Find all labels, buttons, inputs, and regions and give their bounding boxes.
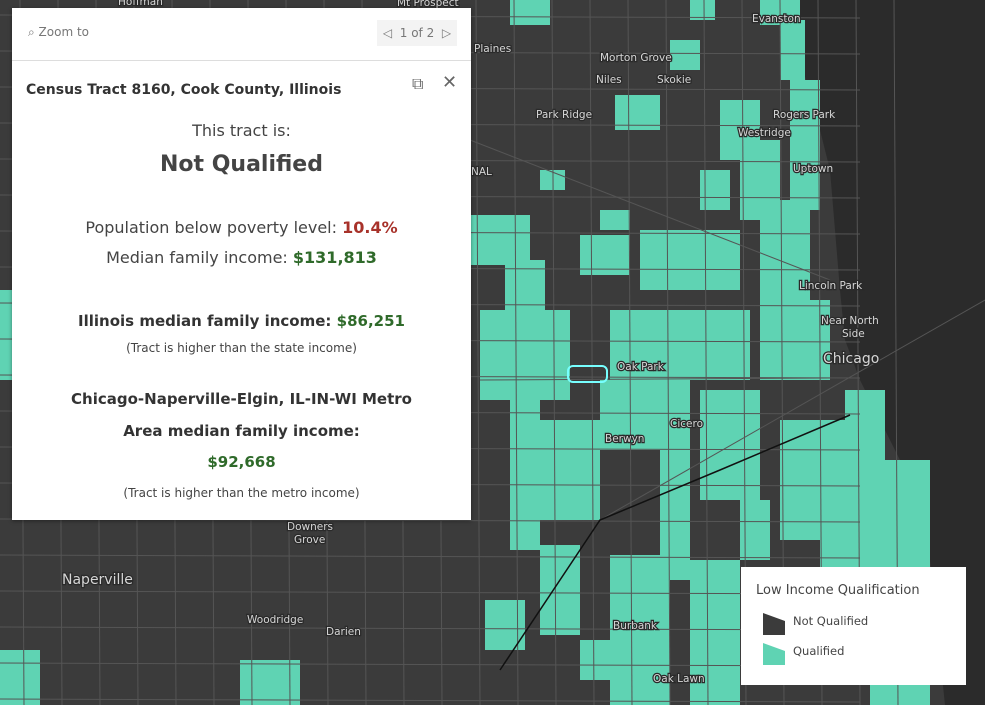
place-label: Side: [842, 328, 865, 340]
place-label: Oak Lawn: [653, 673, 705, 685]
place-label: Uptown: [793, 163, 833, 175]
income-line: Median family income: $131,813: [12, 248, 471, 267]
road: [0, 554, 861, 559]
road: [599, 299, 985, 521]
place-label: Rogers Park: [773, 109, 836, 121]
place-label: Cicero: [670, 418, 703, 430]
pager[interactable]: ◁ 1 of 2 ▷: [377, 20, 457, 46]
popup-title: Census Tract 8160, Cook County, Illinois: [26, 82, 342, 98]
legend-label: Qualified: [793, 644, 845, 658]
metro-value: $92,668: [207, 453, 276, 471]
poverty-value: 10.4%: [342, 218, 398, 237]
road: [0, 698, 861, 703]
road: [475, 0, 481, 705]
road: [513, 0, 519, 705]
place-label: Lincoln Park: [799, 280, 863, 292]
poverty-line: Population below poverty level: 10.4%: [12, 218, 471, 237]
road: [589, 0, 595, 705]
place-label: Grove: [294, 534, 325, 546]
place-label: Naperville: [62, 572, 133, 588]
state-label: Illinois median family income:: [78, 312, 332, 330]
place-label: Niles: [596, 74, 622, 86]
place-label: Westridge: [738, 127, 791, 139]
place-label: Skokie: [657, 74, 691, 86]
road: [0, 590, 861, 595]
road: [469, 139, 831, 281]
legend-swatch: [763, 643, 785, 665]
metro-line: Chicago-Naperville-Elgin, IL-IN-WI Metro: [71, 390, 412, 408]
poverty-label: Population below poverty level:: [85, 218, 338, 237]
place-label: Evanston: [752, 13, 801, 25]
legend-label: Not Qualified: [793, 614, 869, 628]
place-label: Burbank: [613, 620, 658, 632]
popup: ⌕ Zoom to ◁ 1 of 2 ▷ Census Tract 8160, …: [12, 8, 471, 520]
place-label: Oak Park: [617, 361, 665, 373]
status-text: Not Qualified: [160, 152, 323, 177]
place-label: Downers: [287, 521, 333, 533]
dock-button[interactable]: ⧉: [412, 74, 424, 93]
road: [0, 662, 861, 667]
road: [665, 0, 671, 705]
legend-swatches: [763, 613, 785, 665]
state-note: (Tract is higher than the state income): [126, 341, 357, 355]
pager-label: 1 of 2: [399, 26, 435, 40]
income-value: $131,813: [292, 248, 377, 267]
close-button[interactable]: ✕: [442, 72, 458, 93]
income-label: Median family income:: [106, 248, 288, 267]
place-label: Woodridge: [247, 614, 303, 626]
road: [703, 0, 709, 705]
place-label: Mt Prospect: [397, 0, 459, 9]
legend: Low Income Qualification Not Qualified Q…: [741, 567, 966, 685]
selected-tract: [567, 365, 608, 383]
place-label: Chicago: [823, 351, 879, 367]
legend-swatch: [763, 613, 785, 635]
place-label: Plaines: [474, 43, 511, 55]
place-label: Morton Grove: [600, 52, 672, 64]
zoom-to-button[interactable]: ⌕ Zoom to: [28, 25, 90, 39]
metro-line: Area median family income:: [123, 422, 360, 440]
road: [627, 0, 633, 705]
road: [0, 626, 861, 631]
popup-header: ⌕ Zoom to ◁ 1 of 2 ▷: [12, 8, 471, 61]
zoom-to-label[interactable]: Zoom to: [38, 25, 90, 39]
place-label: NAL: [471, 166, 492, 178]
place-label: Hoffman: [118, 0, 163, 8]
place-label: Park Ridge: [536, 109, 592, 121]
legend-title: Low Income Qualification: [756, 583, 920, 598]
rail-line: [499, 414, 851, 671]
intro-text: This tract is:: [192, 121, 291, 140]
state-line: Illinois median family income: $86,251: [12, 312, 471, 330]
state-value: $86,251: [336, 312, 405, 330]
place-label: Darien: [326, 626, 361, 638]
metro-note: (Tract is higher than the metro income): [123, 486, 360, 500]
road: [479, 377, 831, 381]
place-label: Near North: [821, 315, 879, 327]
place-label: Berwyn: [605, 433, 644, 445]
